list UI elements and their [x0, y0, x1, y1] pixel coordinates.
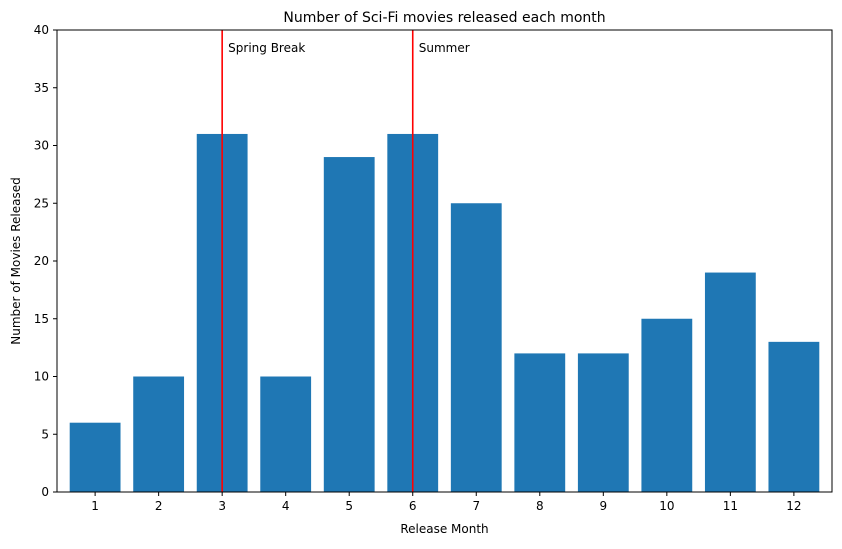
x-tick-label-1: 1 [91, 499, 99, 513]
x-axis-label: Release Month [400, 522, 488, 536]
x-tick-label-9: 9 [599, 499, 607, 513]
y-tick-label-30: 30 [34, 139, 49, 153]
y-tick-label-5: 5 [41, 427, 49, 441]
bar-month-12 [768, 341, 820, 492]
x-tick-label-12: 12 [786, 499, 801, 513]
annotation-label-2: Summer [419, 41, 470, 55]
chart-title: Number of Sci-Fi movies released each mo… [283, 10, 605, 26]
x-tick-label-2: 2 [155, 499, 163, 513]
y-tick-label-0: 0 [41, 485, 49, 499]
annotation-label-1: Spring Break [228, 41, 305, 55]
x-tick-label-11: 11 [723, 499, 738, 513]
bar-month-10 [641, 318, 693, 492]
bar-month-11 [704, 272, 756, 492]
y-tick-label-15: 15 [34, 312, 49, 326]
bar-month-1 [69, 422, 121, 492]
y-tick-label-25: 25 [34, 196, 49, 210]
x-tick-label-4: 4 [282, 499, 290, 513]
bar-month-2 [133, 376, 185, 492]
x-tick-label-8: 8 [536, 499, 544, 513]
y-tick-label-10: 10 [34, 370, 49, 384]
bar-month-9 [577, 353, 629, 492]
x-tick-label-3: 3 [218, 499, 226, 513]
bar-month-4 [260, 376, 312, 492]
y-tick-label-20: 20 [34, 254, 49, 268]
bar-month-7 [450, 203, 502, 492]
y-tick-label-40: 40 [34, 23, 49, 37]
y-axis-label: Number of Movies Released [9, 177, 23, 344]
x-tick-label-10: 10 [659, 499, 674, 513]
bar-month-8 [514, 353, 566, 492]
y-tick-label-35: 35 [34, 81, 49, 95]
bar-month-5 [323, 157, 375, 493]
x-tick-label-5: 5 [345, 499, 353, 513]
x-tick-label-7: 7 [472, 499, 480, 513]
x-tick-label-6: 6 [409, 499, 417, 513]
